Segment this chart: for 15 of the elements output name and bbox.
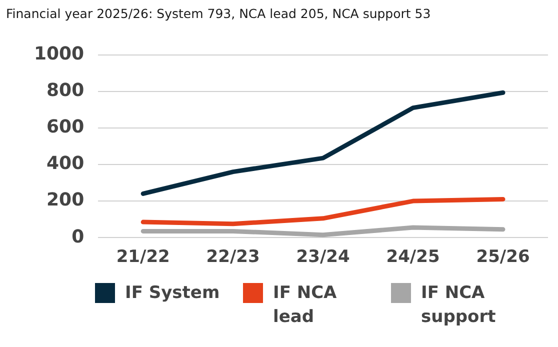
y-tick-label: 1000: [34, 43, 84, 64]
x-tick-label: 22/23: [206, 247, 260, 268]
x-tick-label: 21/22: [116, 247, 170, 268]
chart-title: Financial year 2025/26: System 793, NCA lead 205, NCA support 53: [6, 6, 431, 21]
legend-label: IF NCA lead: [273, 282, 338, 329]
legend-label: IF NCA support: [421, 282, 497, 329]
y-tick-label: 0: [72, 226, 84, 248]
x-tick-label: 24/25: [386, 247, 440, 268]
y-tick-label: 600: [46, 116, 84, 138]
x-tick-label: 23/24: [296, 247, 350, 268]
x-tick-label: 25/26: [476, 247, 530, 268]
y-tick-label: 400: [46, 153, 84, 174]
y-tick-label: 800: [46, 80, 84, 102]
y-tick-label: 200: [46, 190, 84, 211]
legend-label: IF System: [125, 282, 221, 305]
